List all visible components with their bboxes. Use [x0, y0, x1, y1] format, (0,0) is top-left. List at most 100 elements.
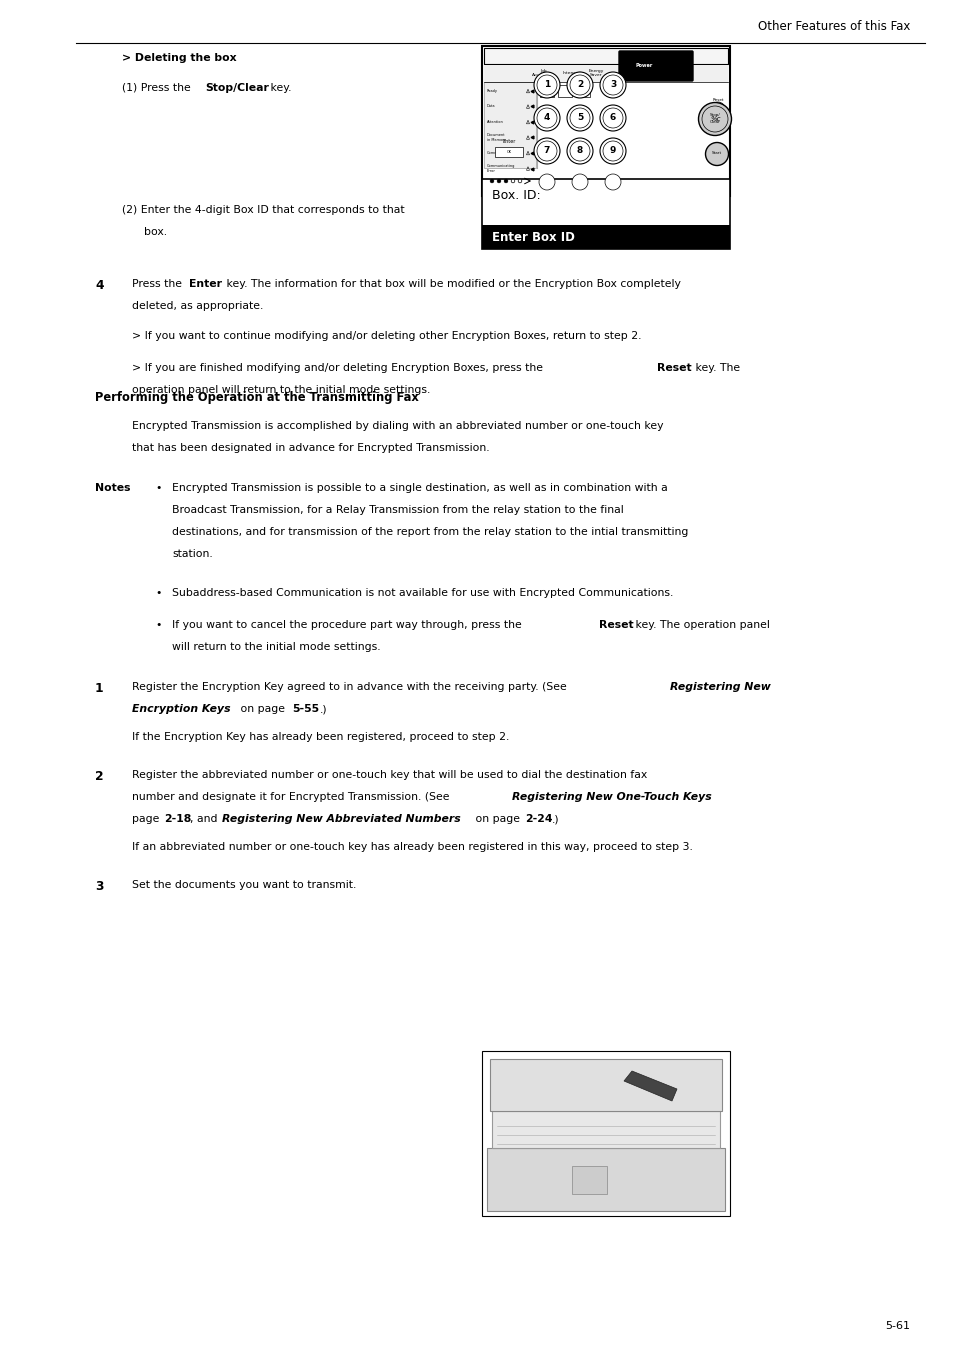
Bar — [558, 85, 572, 97]
Text: If the Encryption Key has already been registered, proceed to step 2.: If the Encryption Key has already been r… — [132, 732, 509, 742]
Bar — [483, 49, 727, 63]
Text: 1: 1 — [95, 682, 104, 694]
Circle shape — [534, 105, 559, 131]
Text: If an abbreviated number or one-touch key has already been registered in this wa: If an abbreviated number or one-touch ke… — [132, 842, 692, 852]
Text: box.: box. — [144, 227, 167, 236]
Text: .): .) — [552, 815, 559, 824]
Circle shape — [602, 76, 622, 95]
Text: that has been designated in advance for Encrypted Transmission.: that has been designated in advance for … — [132, 443, 489, 453]
Text: Start: Start — [711, 151, 721, 155]
Circle shape — [602, 108, 622, 128]
Bar — [481, 46, 729, 196]
Text: Communicating
Error: Communicating Error — [486, 165, 515, 173]
Circle shape — [538, 174, 555, 190]
Text: Broadcast Transmission, for a Relay Transmission from the relay station to the f: Broadcast Transmission, for a Relay Tran… — [172, 505, 623, 515]
Text: station.: station. — [172, 549, 213, 559]
Text: 5: 5 — [577, 113, 582, 123]
Text: on page: on page — [236, 704, 288, 713]
Text: > If you want to continue modifying and/or deleting other Encryption Boxes, retu: > If you want to continue modifying and/… — [132, 331, 640, 340]
Text: (1) Press the: (1) Press the — [122, 82, 194, 93]
FancyBboxPatch shape — [618, 51, 692, 81]
Text: will return to the initial mode settings.: will return to the initial mode settings… — [172, 642, 380, 653]
Text: 6: 6 — [609, 113, 616, 123]
Text: Ready: Ready — [486, 89, 497, 93]
Circle shape — [698, 103, 731, 135]
Circle shape — [599, 138, 625, 163]
Text: key.: key. — [267, 82, 292, 93]
Bar — [572, 1166, 606, 1194]
Circle shape — [705, 142, 728, 166]
Bar — [481, 226, 729, 249]
Circle shape — [569, 141, 589, 161]
Text: , and: , and — [190, 815, 221, 824]
Text: key. The information for that box will be modified or the Encryption Box complet: key. The information for that box will b… — [223, 280, 680, 289]
Text: Reset: Reset — [657, 363, 691, 373]
Polygon shape — [492, 1111, 720, 1148]
Text: Performing the Operation at the Transmitting Fax: Performing the Operation at the Transmit… — [95, 390, 418, 404]
Bar — [576, 85, 589, 97]
Text: 9: 9 — [609, 146, 616, 155]
Text: > If you are finished modifying and/or deleting Encryption Boxes, press the: > If you are finished modifying and/or d… — [132, 363, 546, 373]
Text: 4: 4 — [543, 113, 550, 123]
Bar — [483, 82, 536, 168]
Circle shape — [566, 105, 593, 131]
Text: 2-18: 2-18 — [164, 815, 191, 824]
Circle shape — [537, 76, 557, 95]
Text: destinations, and for transmission of the report from the relay station to the i: destinations, and for transmission of th… — [172, 527, 688, 536]
Text: %c: %c — [710, 116, 720, 122]
Text: Other Features of this Fax: Other Features of this Fax — [757, 20, 909, 32]
Text: Stop/: Stop/ — [709, 113, 720, 118]
Text: Encryption Keys: Encryption Keys — [132, 704, 231, 713]
Polygon shape — [490, 1059, 721, 1111]
Text: Subaddress-based Communication is not available for use with Encrypted Communica: Subaddress-based Communication is not av… — [172, 588, 673, 598]
Text: Encrypted Transmission is accomplished by dialing with an abbreviated number or : Encrypted Transmission is accomplished b… — [132, 422, 662, 431]
Circle shape — [599, 105, 625, 131]
Text: Data: Data — [486, 104, 495, 108]
Text: Power: Power — [635, 63, 652, 69]
Text: Interrupt: Interrupt — [562, 72, 581, 76]
Text: •: • — [154, 620, 161, 630]
Text: Attention: Attention — [486, 120, 503, 124]
Circle shape — [602, 141, 622, 161]
Circle shape — [497, 180, 500, 182]
Circle shape — [604, 174, 620, 190]
Circle shape — [566, 138, 593, 163]
Circle shape — [517, 180, 521, 182]
Text: Set the documents you want to transmit.: Set the documents you want to transmit. — [132, 880, 356, 890]
Bar — [483, 65, 727, 82]
Text: Registering New One-Touch Keys: Registering New One-Touch Keys — [512, 792, 711, 802]
Circle shape — [701, 105, 727, 132]
Bar — [481, 178, 729, 249]
Text: Registering New: Registering New — [669, 682, 770, 692]
Text: 2-24: 2-24 — [524, 815, 552, 824]
Polygon shape — [623, 1071, 677, 1101]
Text: deleted, as appropriate.: deleted, as appropriate. — [132, 301, 263, 311]
Text: key. The operation panel: key. The operation panel — [631, 620, 769, 630]
Text: Stop/Clear: Stop/Clear — [205, 82, 269, 93]
Text: Encrypted Transmission is possible to a single destination, as well as in combin: Encrypted Transmission is possible to a … — [172, 484, 667, 493]
Text: Job
Accounting: Job Accounting — [531, 69, 556, 77]
Bar — [539, 85, 554, 97]
Text: page: page — [132, 815, 163, 824]
Text: key. The: key. The — [691, 363, 740, 373]
Text: Communicating: Communicating — [486, 151, 515, 155]
Text: Reset: Reset — [712, 99, 723, 101]
Text: Register the abbreviated number or one-touch key that will be used to dial the d: Register the abbreviated number or one-t… — [132, 770, 646, 780]
Circle shape — [710, 101, 724, 116]
Text: number and designate it for Encrypted Transmission. (See: number and designate it for Encrypted Tr… — [132, 792, 453, 802]
Text: Reset: Reset — [598, 620, 633, 630]
Text: •: • — [154, 484, 161, 493]
Text: If you want to cancel the procedure part way through, press the: If you want to cancel the procedure part… — [172, 620, 525, 630]
Polygon shape — [486, 1148, 724, 1210]
Text: 5-55: 5-55 — [292, 704, 319, 713]
Text: 5-61: 5-61 — [884, 1321, 909, 1331]
Text: Enter: Enter — [502, 139, 516, 145]
Bar — [495, 147, 522, 157]
Circle shape — [569, 76, 589, 95]
Text: Enter Box ID: Enter Box ID — [492, 231, 575, 243]
Circle shape — [537, 141, 557, 161]
Text: 7: 7 — [543, 146, 550, 155]
Circle shape — [569, 108, 589, 128]
Text: OK: OK — [506, 150, 511, 154]
Circle shape — [566, 72, 593, 99]
